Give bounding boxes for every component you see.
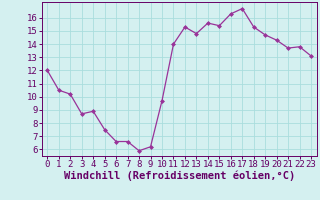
X-axis label: Windchill (Refroidissement éolien,°C): Windchill (Refroidissement éolien,°C)	[64, 171, 295, 181]
